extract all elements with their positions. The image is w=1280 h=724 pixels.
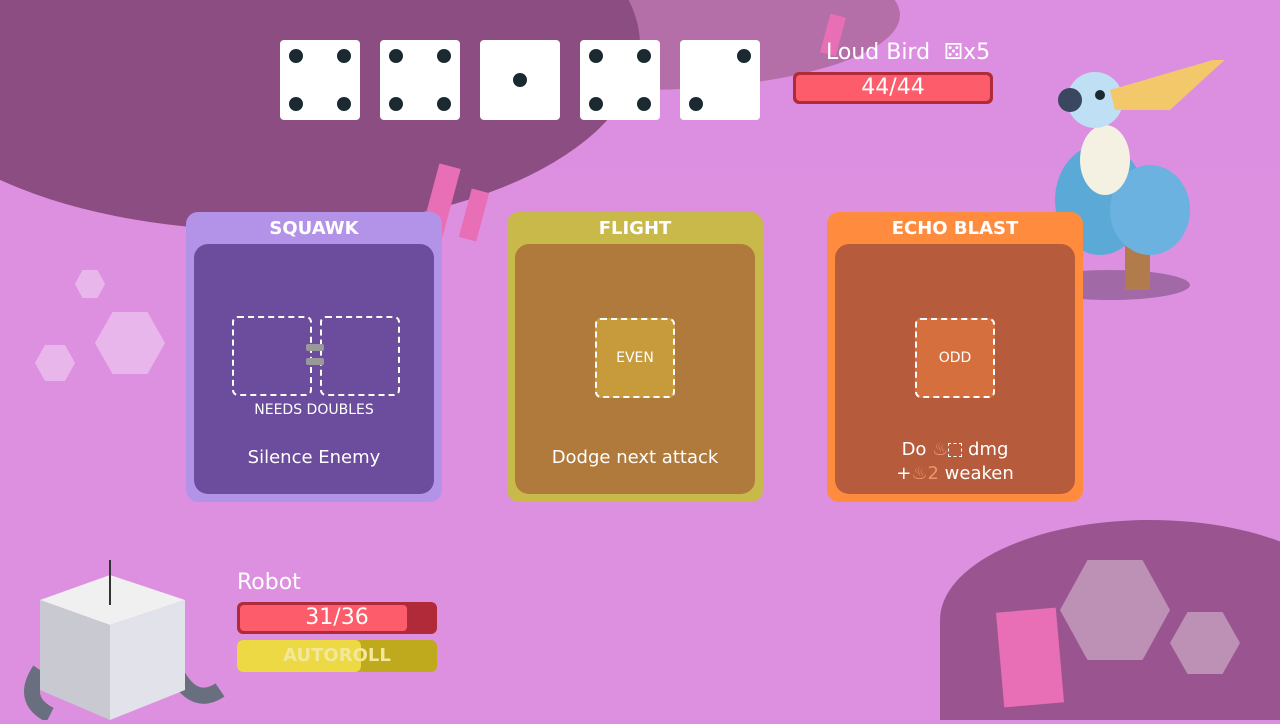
die-pip xyxy=(689,97,703,111)
die-pip xyxy=(337,97,351,111)
fire-icon: ♨ xyxy=(932,439,949,460)
card-description-line2: +♨2 weaken xyxy=(896,463,1014,484)
robot-player-avatar xyxy=(20,560,240,723)
die-icon: ⚄ xyxy=(944,40,964,65)
dice-slot-2[interactable] xyxy=(320,316,400,396)
card-title: ECHO BLAST xyxy=(891,218,1019,239)
die-pip xyxy=(389,97,403,111)
requirement: NEEDS DOUBLES xyxy=(254,402,374,418)
card-description: Silence Enemy xyxy=(247,447,381,468)
fire-icon: ♨ xyxy=(911,463,928,484)
card-title: SQUAWK xyxy=(269,218,359,239)
die-pip xyxy=(637,97,651,111)
equals-icon xyxy=(306,344,324,351)
enemy-dice-count: ⚄x5 xyxy=(944,40,991,65)
card-title: FLIGHT xyxy=(598,218,672,239)
die-pip xyxy=(437,49,451,63)
card-description-line1: Do ♨ dmg xyxy=(901,439,1009,460)
die-4[interactable] xyxy=(580,40,660,120)
player-health-bar: 31/36 xyxy=(237,602,437,634)
card-description: Dodge next attack xyxy=(551,447,719,468)
die-pip xyxy=(389,49,403,63)
card-squawk[interactable]: SQUAWK NEEDS DOUBLES Silence Enemy xyxy=(186,212,442,502)
die-1[interactable] xyxy=(480,40,560,120)
die-pip xyxy=(337,49,351,63)
autoroll-button[interactable]: AUTOROLL xyxy=(237,640,437,672)
die-4[interactable] xyxy=(380,40,460,120)
enemy-health-bar: 44/44 xyxy=(793,72,993,104)
die-pip xyxy=(513,73,527,87)
dice-slot-1[interactable] xyxy=(232,316,312,396)
player-name: Robot xyxy=(237,570,301,595)
card-echo-blast[interactable]: ECHO BLAST ODD Do ♨ dmg +♨2 weaken xyxy=(827,212,1083,502)
die-pip xyxy=(589,97,603,111)
dice-slot-odd[interactable]: ODD xyxy=(915,318,995,398)
die-pip xyxy=(289,97,303,111)
card-flight[interactable]: FLIGHT EVEN Dodge next attack xyxy=(507,212,763,502)
die-pip xyxy=(637,49,651,63)
enemy-name: Loud Bird xyxy=(826,40,931,65)
die-pip xyxy=(589,49,603,63)
die-pip xyxy=(289,49,303,63)
die-2[interactable] xyxy=(680,40,760,120)
dice-slot-even[interactable]: EVEN xyxy=(595,318,675,398)
die-pip xyxy=(437,97,451,111)
die-pip xyxy=(737,49,751,63)
dice-value-placeholder xyxy=(948,443,963,457)
die-4[interactable] xyxy=(280,40,360,120)
